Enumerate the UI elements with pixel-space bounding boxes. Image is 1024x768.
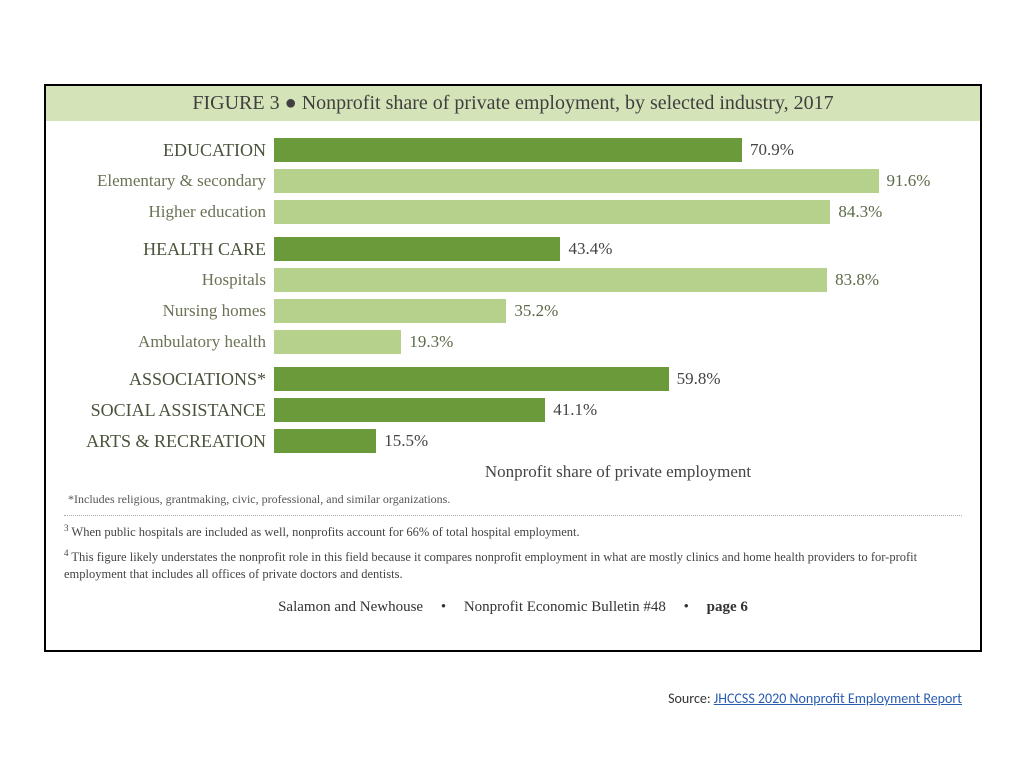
figure-frame: FIGURE 3 ● Nonprofit share of private em… <box>44 84 982 652</box>
bar-row-sub: Elementary & secondary 91.6% <box>64 166 962 196</box>
bar <box>274 268 827 292</box>
category-label: EDUCATION <box>64 140 274 161</box>
bar-value: 43.4% <box>560 239 612 259</box>
bar-track: 70.9% <box>274 138 962 162</box>
bar <box>274 367 669 391</box>
source-link[interactable]: JHCCSS 2020 Nonprofit Employment Report <box>714 690 962 707</box>
bar <box>274 237 560 261</box>
x-axis-label: Nonprofit share of private employment <box>256 462 980 482</box>
bar-row-main: ASSOCIATIONS* 59.8% <box>64 364 962 394</box>
bar-track: 41.1% <box>274 398 962 422</box>
sub-category-label: Nursing homes <box>64 301 274 321</box>
source-prefix: Source: <box>668 690 714 707</box>
bar-value: 41.1% <box>545 400 597 420</box>
bar-row-sub: Ambulatory health 19.3% <box>64 327 962 357</box>
category-label: ARTS & RECREATION <box>64 431 274 452</box>
bar-value: 19.3% <box>401 332 453 352</box>
footnote-4: 4 This figure likely understates the non… <box>46 541 980 583</box>
bar-value: 91.6% <box>879 171 931 191</box>
category-label: SOCIAL ASSISTANCE <box>64 400 274 421</box>
bar-track: 19.3% <box>274 330 962 354</box>
bar-row-sub: Nursing homes 35.2% <box>64 296 962 326</box>
sub-category-label: Elementary & secondary <box>64 171 274 191</box>
bar-track: 35.2% <box>274 299 962 323</box>
bar-track: 91.6% <box>274 169 962 193</box>
bar-row-main: ARTS & RECREATION 15.5% <box>64 426 962 456</box>
bar <box>274 200 830 224</box>
bullet-icon: • <box>670 599 703 616</box>
bar-value: 35.2% <box>506 301 558 321</box>
citation-authors: Salamon and Newhouse <box>278 599 423 615</box>
category-label: HEALTH CARE <box>64 239 274 260</box>
bar-track: 43.4% <box>274 237 962 261</box>
bar-row-sub: Higher education 84.3% <box>64 197 962 227</box>
citation-publication: Nonprofit Economic Bulletin #48 <box>464 599 666 615</box>
bar <box>274 299 506 323</box>
bar-value: 84.3% <box>830 202 882 222</box>
bar-row-main: HEALTH CARE 43.4% <box>64 234 962 264</box>
bar-value: 59.8% <box>669 369 721 389</box>
bar <box>274 330 401 354</box>
category-label: ASSOCIATIONS* <box>64 369 274 390</box>
bar-row-main: SOCIAL ASSISTANCE 41.1% <box>64 395 962 425</box>
bar-track: 83.8% <box>274 268 962 292</box>
citation-line: Salamon and Newhouse • Nonprofit Economi… <box>46 583 980 624</box>
asterisk-note: *Includes religious, grantmaking, civic,… <box>46 482 980 511</box>
footnote-3: 3 When public hospitals are included as … <box>46 516 980 541</box>
sub-category-label: Higher education <box>64 202 274 222</box>
bar-chart: EDUCATION 70.9% Elementary & secondary 91.6… <box>46 121 980 456</box>
footnote-3-text: When public hospitals are included as we… <box>69 525 580 539</box>
sub-category-label: Ambulatory health <box>64 332 274 352</box>
figure-title: FIGURE 3 ● Nonprofit share of private em… <box>46 86 980 121</box>
bar-row-main: EDUCATION 70.9% <box>64 135 962 165</box>
bar-value: 83.8% <box>827 270 879 290</box>
bar-value: 70.9% <box>742 140 794 160</box>
bar-track: 59.8% <box>274 367 962 391</box>
bullet-icon: • <box>427 599 460 616</box>
citation-page: page 6 <box>707 599 748 615</box>
bar-value: 15.5% <box>376 431 428 451</box>
source-attribution: Source: JHCCSS 2020 Nonprofit Employment… <box>668 690 962 707</box>
bar-row-sub: Hospitals 83.8% <box>64 265 962 295</box>
sub-category-label: Hospitals <box>64 270 274 290</box>
bar <box>274 398 545 422</box>
bar-track: 15.5% <box>274 429 962 453</box>
bar-track: 84.3% <box>274 200 962 224</box>
bar <box>274 138 742 162</box>
footnote-4-text: This figure likely understates the nonpr… <box>64 550 917 581</box>
bar <box>274 429 376 453</box>
bar <box>274 169 879 193</box>
